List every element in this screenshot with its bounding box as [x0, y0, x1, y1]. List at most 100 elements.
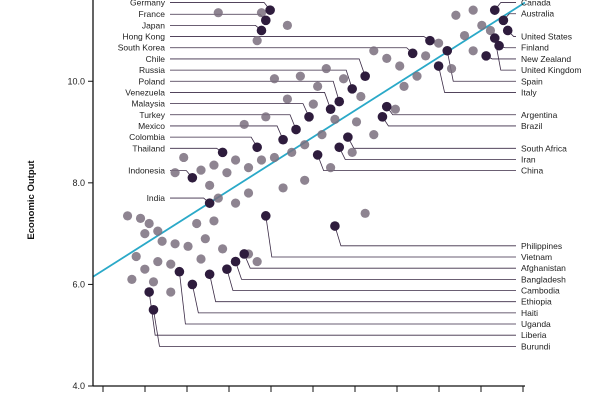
data-point — [330, 114, 340, 124]
data-point-germany — [265, 5, 275, 15]
data-point — [179, 152, 189, 163]
trend-line — [92, 1, 526, 278]
point-label-liberia: Liberia — [521, 330, 547, 340]
point-label-brazil: Brazil — [521, 121, 542, 131]
point-label-italy: Italy — [521, 87, 537, 97]
leader-line-colombia — [170, 136, 258, 148]
data-point-liberia — [144, 287, 154, 297]
data-point — [239, 119, 249, 130]
data-point-south-africa — [343, 132, 353, 142]
point-label-france: France — [139, 9, 166, 19]
point-label-uganda: Uganda — [521, 319, 551, 329]
point-label-australia: Australia — [521, 9, 554, 19]
leader-line-russia — [170, 69, 353, 90]
data-point — [459, 30, 470, 41]
data-point — [122, 211, 133, 221]
point-label-finland: Finland — [521, 43, 549, 53]
data-point — [347, 147, 357, 157]
data-point-indonesia — [187, 172, 198, 183]
data-point — [477, 20, 487, 30]
data-point — [395, 61, 405, 71]
data-point — [166, 259, 176, 269]
data-point-thailand — [217, 147, 228, 158]
data-point — [356, 91, 366, 102]
data-point — [153, 256, 163, 267]
data-point — [192, 218, 202, 229]
data-point-colombia — [252, 142, 262, 153]
data-point — [222, 168, 232, 178]
y-tick-label: 6.0 — [72, 279, 85, 289]
data-point — [200, 234, 210, 244]
data-point — [317, 129, 327, 140]
data-point — [140, 264, 150, 274]
data-point — [451, 10, 461, 20]
y-tick-label: 8.0 — [72, 178, 85, 188]
data-point-australia — [498, 15, 509, 26]
point-label-malaysia: Malaysia — [131, 99, 165, 109]
data-point-united-states — [502, 25, 513, 36]
data-point-mexico — [278, 134, 288, 145]
data-point — [183, 241, 193, 251]
point-label-colombia: Colombia — [129, 132, 165, 142]
point-label-south-korea: South Korea — [118, 43, 166, 53]
leader-line-uganda — [179, 271, 516, 325]
data-point-china — [312, 150, 323, 160]
data-point — [308, 99, 318, 109]
data-point — [205, 180, 215, 190]
data-point — [382, 53, 392, 64]
point-label-haiti: Haiti — [521, 308, 538, 318]
data-point — [209, 160, 219, 170]
data-point — [230, 155, 241, 165]
data-point — [196, 254, 206, 264]
data-point-burundi — [148, 305, 159, 315]
data-point — [170, 239, 180, 249]
leader-line-vietnam — [265, 215, 516, 258]
point-label-south-africa: South Africa — [521, 143, 567, 153]
data-point-hong-kong — [425, 35, 435, 46]
data-point — [282, 94, 292, 104]
point-label-japan: Japan — [142, 20, 165, 30]
data-point — [148, 277, 159, 287]
data-point — [209, 216, 219, 226]
point-label-poland: Poland — [139, 76, 166, 86]
data-point — [243, 163, 254, 173]
point-label-thailand: Thailand — [132, 143, 165, 153]
data-point-venezuela — [325, 104, 336, 114]
data-point — [230, 198, 241, 208]
leader-line-mexico — [170, 125, 284, 140]
data-point-india — [204, 198, 215, 208]
data-point — [144, 218, 154, 229]
point-label-vietnam: Vietnam — [521, 252, 552, 262]
leader-line-japan — [170, 24, 262, 31]
data-point — [321, 63, 331, 74]
data-point — [157, 236, 167, 246]
data-point — [282, 20, 292, 30]
leader-line-italy — [438, 65, 516, 93]
data-point-poland — [334, 96, 345, 107]
data-point-chile — [360, 71, 370, 81]
data-point — [295, 71, 305, 81]
y-tick-label: 4.0 — [72, 381, 85, 391]
data-point-philippines — [330, 221, 340, 231]
point-label-afghanistan: Afghanistan — [521, 263, 566, 273]
point-label-iran: Iran — [521, 154, 536, 164]
data-point — [412, 71, 422, 81]
leader-line-liberia — [148, 291, 516, 336]
point-label-united-states: United States — [521, 32, 572, 42]
point-label-bangladesh: Bangladesh — [521, 274, 566, 284]
point-label-united-kingdom: United Kingdom — [521, 65, 581, 75]
data-point-turkey — [291, 124, 301, 135]
point-label-indonesia: Indonesia — [128, 166, 165, 176]
data-point-uganda — [174, 266, 185, 277]
leader-line-chile — [170, 58, 366, 77]
leader-line-hong-kong — [170, 36, 431, 41]
data-point-iran — [334, 142, 345, 153]
leader-line-burundi — [153, 309, 516, 347]
leader-line-cambodia — [226, 269, 516, 291]
leader-line-afghanistan — [243, 253, 516, 269]
data-point — [213, 8, 223, 18]
leader-line-venezuela — [170, 92, 331, 110]
data-point — [256, 8, 267, 18]
data-point-vietnam — [261, 211, 271, 221]
data-point — [468, 5, 478, 15]
